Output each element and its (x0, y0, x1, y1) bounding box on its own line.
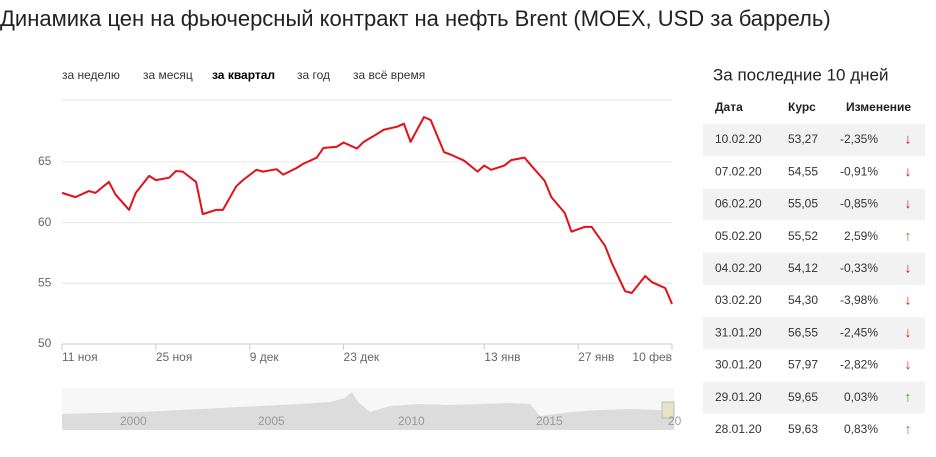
row-bg (703, 317, 925, 350)
x-tick-label: 25 ноя (156, 350, 192, 364)
navigator-handle[interactable] (661, 401, 675, 419)
change-arrow: ↓ (905, 195, 912, 211)
rate-cell: 55,52 (788, 229, 818, 243)
y-tick-label: 65 (38, 154, 52, 168)
rate-cell: 56,55 (788, 325, 818, 339)
table-header: Дата (715, 100, 743, 114)
rate-cell: 59,63 (788, 422, 818, 436)
change-cell: 0,03% (844, 390, 878, 404)
row-bg (703, 252, 925, 285)
rate-cell: 55,05 (788, 197, 818, 211)
change-cell: -2,45% (840, 325, 878, 339)
rate-cell: 59,65 (788, 390, 818, 404)
change-arrow: ↓ (905, 260, 912, 276)
row-bg (703, 188, 925, 221)
navigator-label: 2000 (120, 414, 147, 428)
date-cell: 04.02.20 (715, 261, 762, 275)
navigator-label: 20 (668, 414, 682, 428)
period-tab[interactable]: за месяц (143, 68, 193, 82)
period-tab[interactable]: за всё время (353, 68, 425, 82)
change-arrow: ↓ (905, 356, 912, 372)
y-tick-label: 50 (38, 336, 52, 350)
change-cell: -3,98% (840, 293, 878, 307)
navigator-label: 2010 (398, 414, 425, 428)
change-cell: -2,82% (840, 358, 878, 372)
navigator (62, 388, 675, 430)
change-cell: -2,35% (840, 132, 878, 146)
date-cell: 05.02.20 (715, 229, 762, 243)
row-bg (703, 124, 925, 156)
rate-cell: 54,30 (788, 293, 818, 307)
period-tab[interactable]: за неделю (62, 68, 120, 82)
change-arrow: ↑ (905, 227, 912, 243)
x-tick-label: 9 дек (250, 350, 280, 364)
rate-cell: 57,97 (788, 358, 818, 372)
y-tick-label: 60 (38, 215, 52, 229)
rate-cell: 53,27 (788, 132, 818, 146)
change-cell: 0,83% (844, 422, 878, 436)
change-arrow: ↓ (905, 163, 912, 179)
date-cell: 07.02.20 (715, 164, 762, 178)
change-arrow: ↑ (905, 388, 912, 404)
rate-cell: 54,55 (788, 164, 818, 178)
table-header: Курс (788, 100, 816, 114)
x-tick-label: 23 дек (344, 350, 380, 364)
change-arrow: ↓ (905, 324, 912, 340)
date-cell: 10.02.20 (715, 132, 762, 146)
date-cell: 28.01.20 (715, 422, 762, 436)
change-cell: 2,59% (844, 229, 878, 243)
date-cell: 06.02.20 (715, 197, 762, 211)
x-tick-label: 13 янв (484, 350, 520, 364)
date-cell: 03.02.20 (715, 293, 762, 307)
date-cell: 29.01.20 (715, 390, 762, 404)
change-cell: -0,33% (840, 261, 878, 275)
date-cell: 31.01.20 (715, 325, 762, 339)
navigator-label: 2005 (258, 414, 285, 428)
change-arrow: ↑ (905, 421, 912, 437)
x-tick-label: 27 янв (578, 350, 614, 364)
period-tab[interactable]: за год (297, 68, 330, 82)
page-title: Динамика цен на фьючерсный контракт на н… (0, 6, 831, 31)
x-tick-label: 10 фев (632, 350, 672, 364)
date-cell: 30.01.20 (715, 358, 762, 372)
y-tick-label: 55 (38, 275, 52, 289)
table-header: Изменение (846, 100, 911, 114)
change-cell: -0,91% (840, 164, 878, 178)
navigator-area (62, 392, 674, 430)
period-tab[interactable]: за квартал (212, 68, 275, 82)
table-title: За последние 10 дней (713, 65, 888, 84)
row-bg (703, 381, 925, 414)
change-cell: -0,85% (840, 197, 878, 211)
rate-cell: 54,12 (788, 261, 818, 275)
change-arrow: ↓ (905, 292, 912, 308)
change-arrow: ↓ (905, 131, 912, 147)
navigator-label: 2015 (536, 414, 563, 428)
x-tick-label: 11 ноя (62, 350, 98, 364)
price-line (61, 115, 673, 305)
